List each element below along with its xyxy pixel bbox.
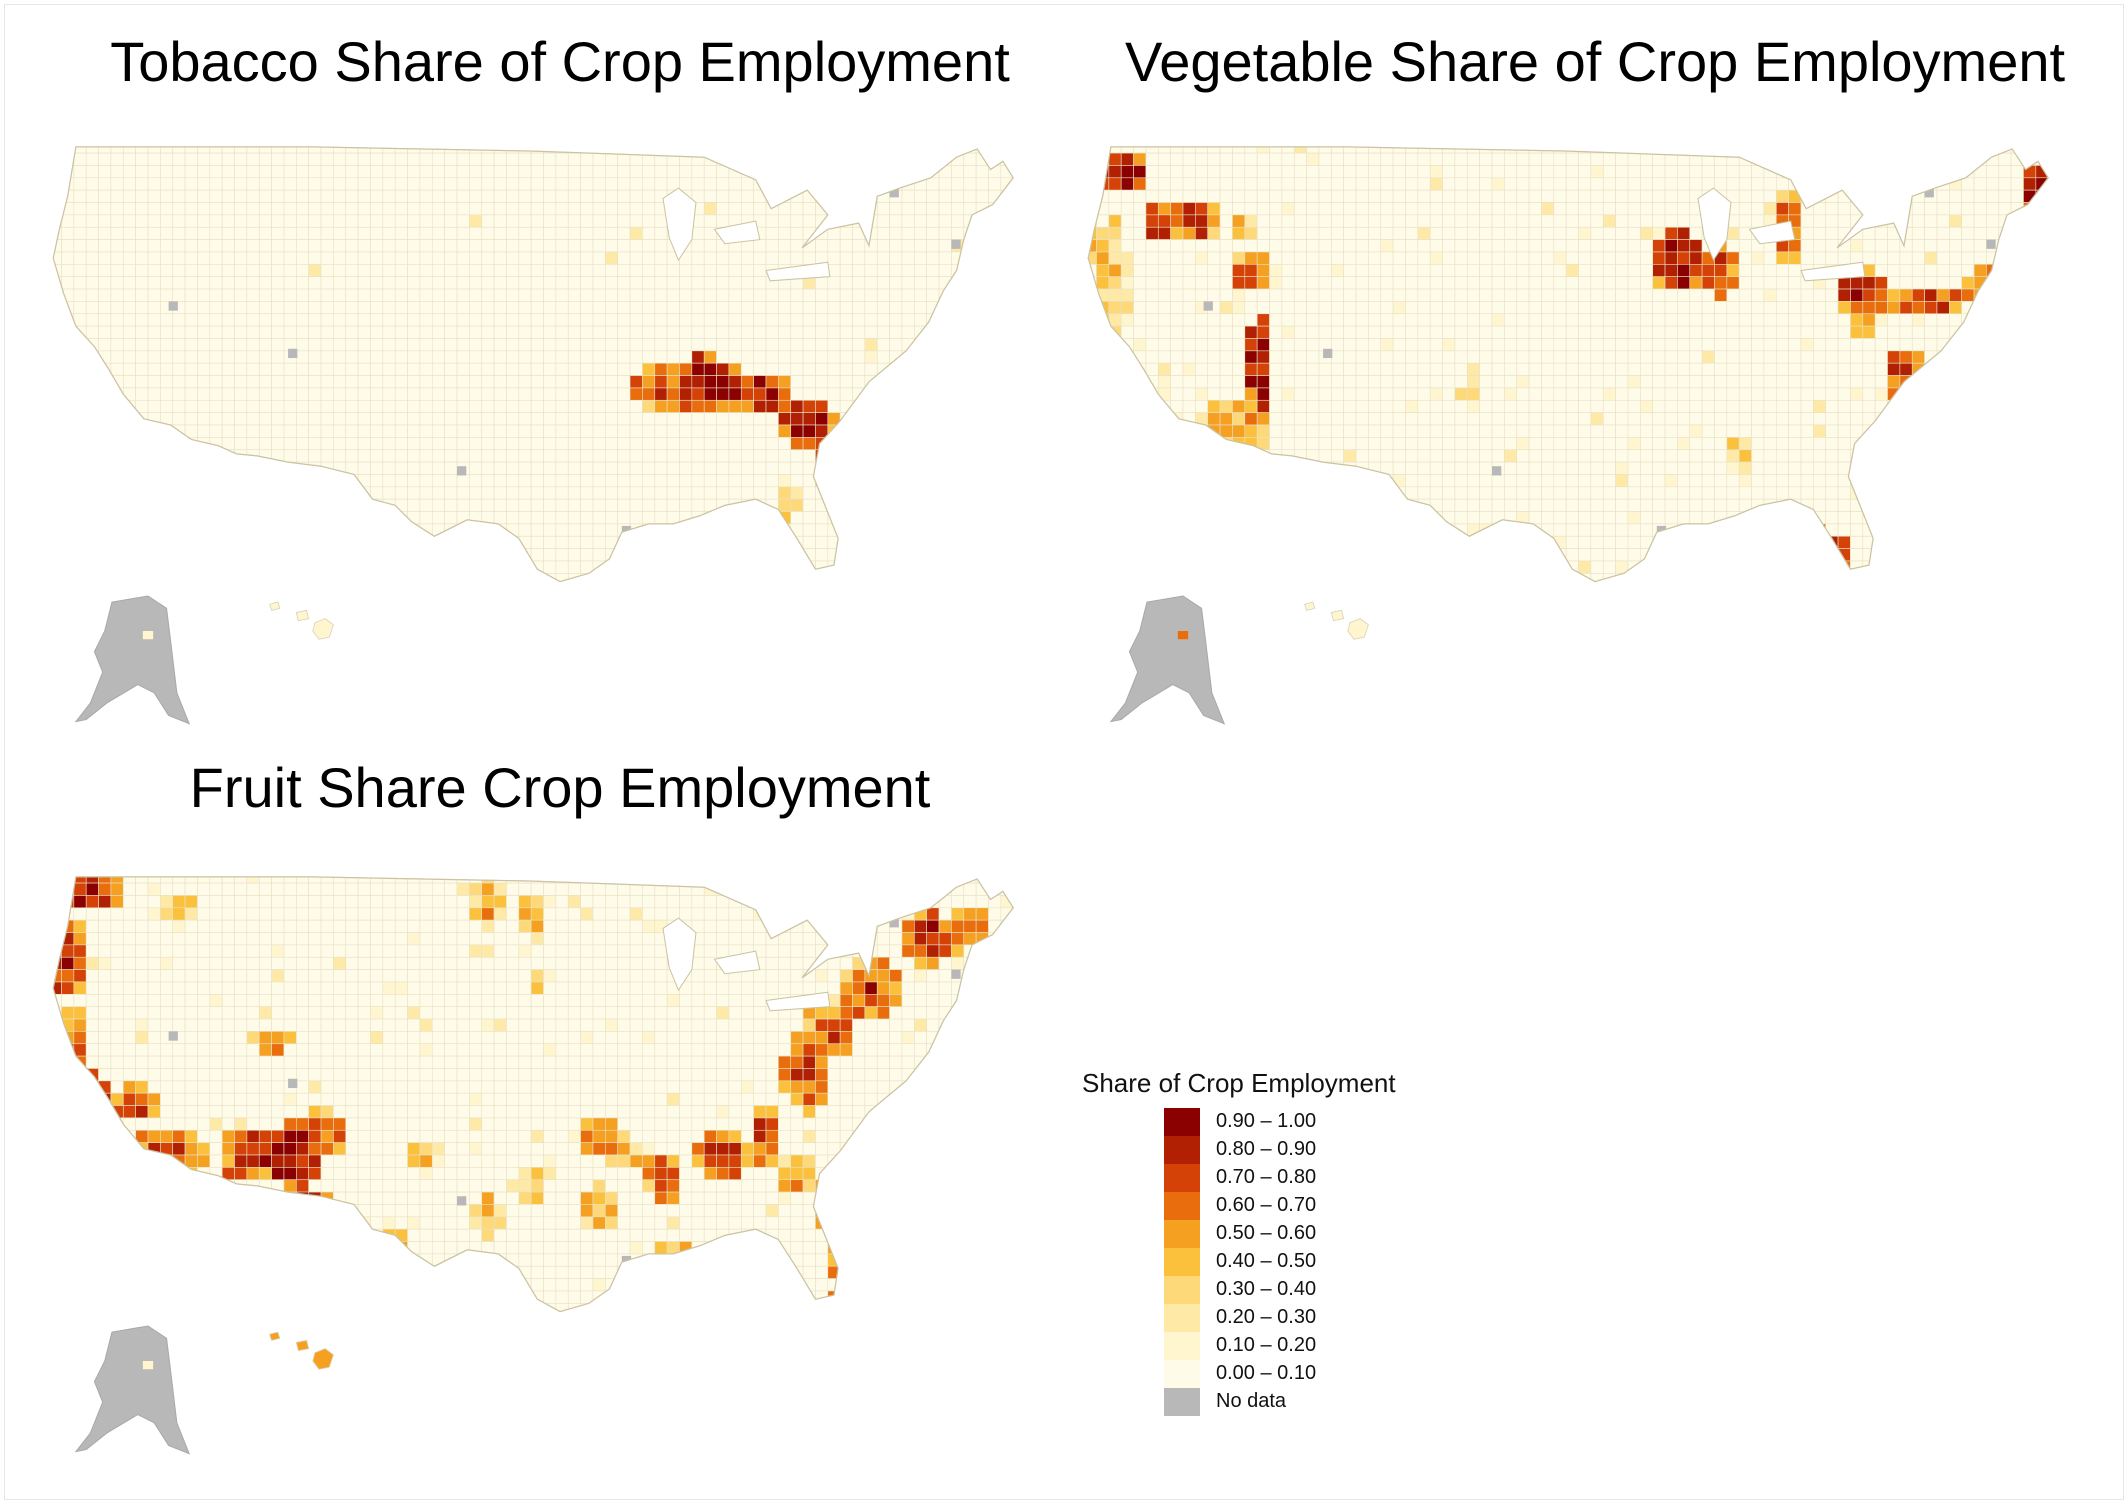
legend-swatch [1164, 1164, 1200, 1192]
legend-label: 0.10 – 0.20 [1216, 1334, 1317, 1356]
legend-swatch [1164, 1136, 1200, 1164]
legend-label: 0.50 – 0.60 [1216, 1222, 1317, 1244]
legend-label: 0.90 – 1.00 [1216, 1110, 1317, 1132]
panel-title: Tobacco Share of Crop Employment [110, 30, 1010, 93]
legend-label: 0.30 – 0.40 [1216, 1278, 1317, 1300]
legend-swatch [1164, 1192, 1200, 1220]
alaska-shape [1109, 595, 1226, 725]
county-cells [53, 876, 1014, 1312]
figure-frame: Tobacco Share of Crop Employment Vegetab… [4, 4, 2124, 1500]
legend-label: 0.20 – 0.30 [1216, 1306, 1317, 1328]
legend-swatch [1164, 1360, 1200, 1388]
vegetable-panel: Vegetable Share of Crop Employment [1080, 19, 2110, 725]
vegetable-map [1087, 146, 2049, 725]
legend-label: 0.00 – 0.10 [1216, 1362, 1317, 1384]
hawaii-shape [269, 601, 334, 640]
legend-swatch [1164, 1248, 1200, 1276]
tobacco-panel: Tobacco Share of Crop Employment [45, 19, 1075, 725]
legend-label: 0.70 – 0.80 [1216, 1166, 1317, 1188]
fruit-panel: Fruit Share Crop Employment [45, 755, 1075, 1455]
legend-swatch [1164, 1388, 1200, 1416]
legend-label: 0.80 – 0.90 [1216, 1138, 1317, 1160]
alaska-shape [74, 595, 191, 725]
alaska-shape [74, 1325, 191, 1455]
legend-label: No data [1216, 1390, 1287, 1412]
legend-label: 0.40 – 0.50 [1216, 1250, 1317, 1272]
legend-label: 0.60 – 0.70 [1216, 1194, 1317, 1216]
tobacco-map [52, 146, 1014, 725]
county-cells [53, 146, 1014, 582]
hawaii-shape [269, 1331, 334, 1370]
panel-title: Fruit Share Crop Employment [189, 756, 931, 819]
legend-title: Share of Crop Employment [1082, 1068, 1396, 1098]
legend-swatch [1164, 1304, 1200, 1332]
legend-swatch [1164, 1332, 1200, 1360]
panel-title: Vegetable Share of Crop Employment [1124, 30, 2066, 93]
legend: Share of Crop Employment 0.90 – 1.00 0.80… [1082, 1068, 1396, 1416]
county-cells [1088, 146, 2049, 582]
legend-swatch [1164, 1276, 1200, 1304]
legend-swatch [1164, 1220, 1200, 1248]
legend-swatch [1164, 1108, 1200, 1136]
hawaii-shape [1304, 601, 1369, 640]
fruit-map [52, 876, 1014, 1455]
